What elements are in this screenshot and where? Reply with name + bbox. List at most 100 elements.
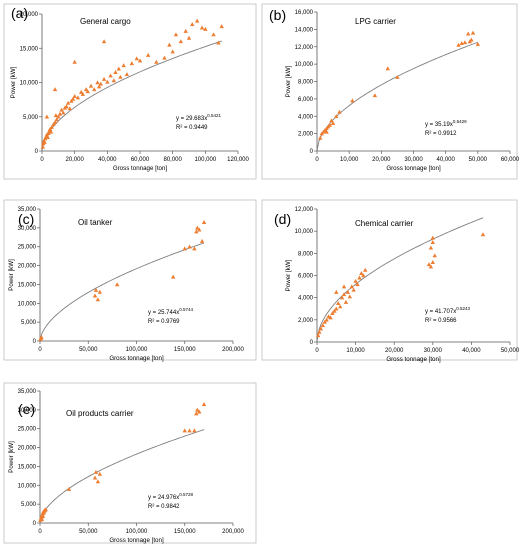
y-tick-label: 30,000 (18, 226, 37, 232)
data-point (194, 229, 199, 234)
data-point (93, 469, 99, 474)
data-point (192, 428, 197, 433)
data-point (83, 87, 89, 92)
chart-title: LPG carrier (355, 17, 396, 26)
fit-exponent: 0.5429 (453, 119, 467, 124)
data-point (113, 70, 118, 74)
y-tick-label: 8,000 (298, 80, 314, 86)
fit-equation: y = 29.683x0.5421 (176, 113, 221, 122)
y-tick-label: 15,000 (20, 46, 39, 52)
data-point (92, 475, 98, 480)
y-tick-label: 20,000 (18, 446, 37, 452)
fit-exponent: 0.5744 (179, 307, 193, 312)
data-point (350, 98, 355, 103)
data-point (101, 76, 107, 81)
x-tick-label: 20,000 (372, 157, 391, 163)
y-tick-label: 5,000 (21, 502, 37, 508)
trendline (41, 40, 222, 151)
y-tick-label: 6,000 (298, 274, 314, 280)
data-point (322, 319, 327, 324)
y-tick-label: 5,000 (21, 320, 37, 326)
data-point (85, 89, 90, 94)
data-point (428, 264, 434, 269)
y-tick-label: 35,000 (18, 389, 37, 395)
y-tick-label: 35,000 (18, 207, 37, 213)
data-point (327, 122, 333, 127)
y-tick-label: 10,000 (295, 62, 314, 68)
y-tick-label: 10,000 (295, 229, 314, 235)
data-point (330, 310, 335, 315)
data-point (211, 32, 216, 37)
data-point (93, 287, 99, 292)
data-point (53, 113, 59, 118)
data-point (459, 41, 464, 46)
y-axis-label: Power [kW] (8, 259, 15, 291)
chart-title: General cargo (80, 17, 131, 26)
trendline (39, 429, 205, 524)
data-point (121, 63, 126, 68)
data-point (332, 308, 337, 313)
data-point (334, 306, 339, 311)
data-point (92, 293, 98, 298)
data-point (170, 49, 175, 54)
data-point (334, 289, 339, 294)
trendline (39, 242, 205, 342)
y-axis-label: Power [kW] (10, 66, 17, 98)
x-tick-label: 50,000 (469, 157, 488, 163)
r-squared: R² = 0.9769 (148, 319, 180, 325)
x-tick-label: 100,000 (126, 529, 148, 535)
x-axis-label: Gross tonnage [ton] (386, 356, 441, 363)
data-point (330, 121, 336, 125)
data-point (183, 28, 188, 33)
data-point (480, 232, 486, 237)
r-squared: R² = 0.9449 (176, 125, 208, 131)
x-tick-label: 50,000 (79, 347, 98, 353)
data-point (470, 30, 476, 35)
data-point (475, 41, 481, 46)
data-point (355, 282, 360, 287)
data-point (66, 486, 72, 491)
data-point (186, 35, 192, 40)
x-tick-label: 100,000 (194, 157, 216, 163)
data-point (65, 100, 71, 105)
data-point (334, 114, 339, 119)
data-point (357, 275, 362, 280)
data-point (351, 287, 356, 292)
data-point (194, 18, 200, 23)
data-point (347, 294, 353, 299)
data-point (349, 284, 354, 289)
y-tick-label: 4,000 (298, 114, 314, 120)
data-point (39, 517, 45, 521)
y-axis-label: Power [kW] (285, 259, 292, 291)
fit-exponent: 0.5243 (456, 306, 470, 311)
data-point (203, 26, 208, 31)
y-tick-label: 0 (310, 340, 314, 346)
data-point (219, 24, 224, 29)
data-point (45, 135, 50, 140)
x-tick-label: 80,000 (163, 157, 182, 163)
data-point (170, 274, 176, 279)
data-point (339, 295, 345, 300)
data-point (97, 289, 103, 294)
panel-frame (261, 199, 518, 361)
data-point (190, 22, 195, 27)
chart-panel-a: 0 20,000 40,000 60,000 80,000 100,000 120,000 0… (3, 3, 257, 180)
data-point (192, 246, 197, 251)
data-point (51, 122, 56, 127)
panel-frame (3, 3, 257, 180)
y-tick-label: 6,000 (298, 97, 314, 103)
data-point (105, 79, 110, 84)
y-tick-label: 5,000 (23, 115, 39, 121)
data-point (88, 83, 94, 88)
y-tick-label: 4,000 (298, 296, 314, 302)
x-tick-label: 0 (40, 157, 44, 163)
data-point (395, 74, 400, 79)
data-point (79, 89, 84, 94)
x-tick-label: 40,000 (98, 157, 117, 163)
y-tick-label: 12,000 (295, 45, 314, 51)
y-tick-label: 2,000 (298, 132, 314, 138)
data-point (318, 326, 324, 331)
data-point (187, 428, 192, 433)
y-tick-label: 30,000 (18, 408, 37, 414)
